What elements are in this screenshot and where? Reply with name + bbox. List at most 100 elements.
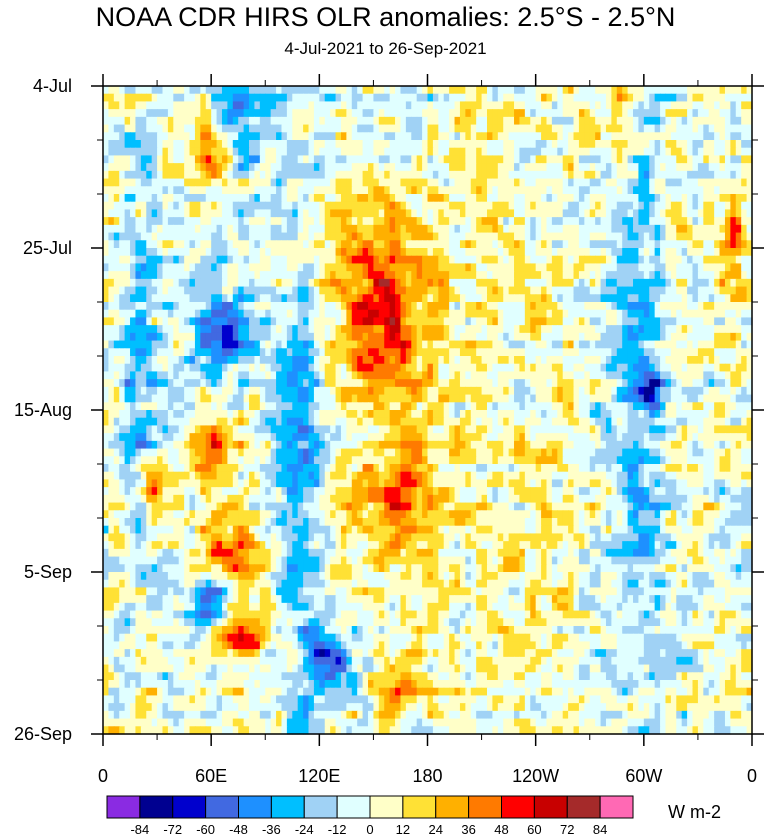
anomaly-cell: [422, 209, 429, 218]
anomaly-cell: [162, 386, 169, 396]
anomaly-cell: [735, 93, 742, 103]
anomaly-cell: [741, 294, 748, 303]
anomaly-cell: [514, 271, 521, 280]
anomaly-cell: [194, 124, 201, 133]
anomaly-cell: [589, 209, 596, 218]
anomaly-cell: [411, 93, 418, 103]
anomaly-cell: [551, 132, 558, 141]
anomaly-cell: [519, 109, 526, 118]
anomaly-cell: [454, 379, 461, 388]
anomaly-cell: [422, 248, 429, 257]
anomaly-cell: [562, 348, 569, 357]
anomaly-cell: [308, 116, 315, 126]
anomaly-cell: [486, 271, 493, 280]
anomaly-cell: [140, 93, 147, 103]
anomaly-cell: [151, 340, 158, 349]
anomaly-cell: [157, 86, 164, 95]
anomaly-cell: [508, 263, 515, 272]
anomaly-cell: [703, 371, 710, 380]
anomaly-cell: [465, 101, 472, 110]
anomaly-cell: [346, 132, 353, 141]
anomaly-cell: [541, 348, 548, 357]
anomaly-cell: [611, 116, 618, 126]
anomaly-cell: [357, 402, 364, 411]
anomaly-cell: [427, 340, 434, 349]
anomaly-cell: [449, 116, 456, 126]
anomaly-cell: [589, 93, 596, 103]
anomaly-cell: [362, 394, 369, 403]
anomaly-cell: [308, 317, 315, 326]
anomaly-cell: [724, 302, 731, 311]
anomaly-cell: [281, 147, 288, 157]
anomaly-cell: [427, 240, 434, 249]
anomaly-cell: [557, 178, 564, 187]
anomaly-cell: [611, 309, 618, 319]
anomaly-cell: [140, 86, 147, 95]
anomaly-cell: [216, 394, 223, 403]
anomaly-cell: [103, 371, 110, 380]
anomaly-cell: [368, 178, 375, 187]
anomaly-cell: [395, 201, 402, 211]
anomaly-cell: [719, 201, 726, 211]
anomaly-cell: [703, 186, 710, 195]
anomaly-cell: [551, 217, 558, 226]
anomaly-cell: [514, 209, 521, 218]
anomaly-cell: [373, 132, 380, 141]
anomaly-cell: [714, 379, 721, 388]
anomaly-cell: [703, 217, 710, 226]
anomaly-cell: [665, 86, 672, 95]
anomaly-cell: [113, 209, 120, 218]
anomaly-cell: [670, 86, 677, 95]
anomaly-cell: [221, 194, 228, 203]
anomaly-cell: [157, 286, 164, 295]
anomaly-cell: [346, 201, 353, 211]
anomaly-cell: [216, 386, 223, 396]
anomaly-cell: [124, 147, 131, 157]
anomaly-cell: [259, 379, 266, 388]
anomaly-cell: [286, 240, 293, 249]
anomaly-cell: [286, 170, 293, 180]
anomaly-cell: [443, 86, 450, 95]
anomaly-cell: [568, 248, 575, 257]
anomaly-cell: [476, 93, 483, 103]
anomaly-cell: [535, 356, 542, 365]
anomaly-cell: [368, 209, 375, 218]
anomaly-cell: [611, 109, 618, 118]
anomaly-cell: [562, 325, 569, 334]
anomaly-cell: [741, 263, 748, 272]
anomaly-cell: [146, 217, 153, 226]
anomaly-cell: [422, 240, 429, 249]
anomaly-cell: [395, 394, 402, 403]
anomaly-cell: [573, 248, 580, 257]
anomaly-cell: [351, 194, 358, 203]
anomaly-cell: [189, 371, 196, 380]
anomaly-cell: [622, 132, 629, 141]
anomaly-cell: [568, 240, 575, 249]
anomaly-cell: [497, 209, 504, 218]
anomaly-cell: [319, 232, 326, 241]
anomaly-cell: [600, 255, 607, 265]
anomaly-cell: [595, 317, 602, 326]
anomaly-cell: [211, 278, 218, 288]
anomaly-cell: [130, 224, 137, 234]
anomaly-cell: [351, 255, 358, 265]
anomaly-cell: [189, 340, 196, 349]
anomaly-cell: [568, 170, 575, 180]
anomaly-cell: [276, 402, 283, 411]
anomaly-cell: [708, 325, 715, 334]
anomaly-cell: [400, 240, 407, 249]
anomaly-cell: [173, 155, 180, 164]
anomaly-cell: [368, 371, 375, 380]
anomaly-cell: [276, 286, 283, 295]
anomaly-cell: [508, 294, 515, 303]
anomaly-cell: [541, 86, 548, 95]
anomaly-cell: [108, 325, 115, 334]
anomaly-cell: [243, 294, 250, 303]
anomaly-cell: [708, 278, 715, 288]
anomaly-cell: [703, 363, 710, 373]
anomaly-cell: [454, 217, 461, 226]
anomaly-cell: [427, 294, 434, 303]
anomaly-cell: [459, 340, 466, 349]
anomaly-cell: [119, 302, 126, 311]
anomaly-cell: [568, 109, 575, 118]
